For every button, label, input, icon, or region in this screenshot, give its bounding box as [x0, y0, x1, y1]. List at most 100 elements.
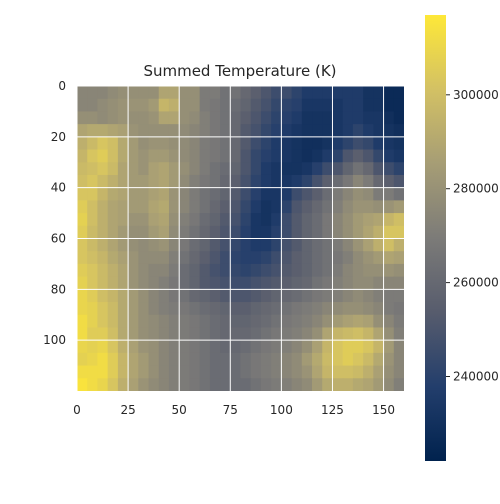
heatmap-cell: [128, 187, 139, 201]
heatmap-cell: [312, 352, 323, 367]
heatmap-cell: [301, 86, 313, 100]
heatmap-cell: [107, 98, 119, 113]
heatmap-cell: [383, 365, 395, 379]
heatmap-cell: [77, 200, 88, 214]
heatmap-cell: [87, 213, 99, 227]
heatmap-cell: [352, 136, 364, 151]
heatmap-cell: [179, 149, 191, 163]
heatmap-cell: [97, 263, 109, 278]
heatmap-cell: [230, 251, 242, 265]
x-tick-label: 50: [172, 403, 187, 417]
heatmap-cell: [189, 225, 201, 240]
heatmap-cell: [189, 174, 201, 189]
heatmap-cell: [168, 289, 180, 303]
heatmap-cell: [138, 251, 150, 265]
heatmap-cell: [291, 98, 303, 113]
heatmap-cell: [117, 136, 129, 151]
heatmap-cell: [250, 213, 262, 227]
heatmap-cell: [271, 187, 282, 201]
heatmap-cell: [383, 340, 395, 354]
heatmap-cell: [383, 149, 395, 163]
heatmap-cell: [301, 149, 313, 163]
heatmap-cell: [97, 251, 109, 265]
heatmap-cell: [77, 187, 88, 201]
heatmap-cell: [158, 200, 170, 214]
heatmap-cell: [179, 86, 191, 100]
heatmap-cell: [209, 98, 221, 113]
heatmap-cell: [179, 124, 191, 138]
heatmap-cell: [342, 162, 354, 176]
heatmap-cell: [271, 365, 282, 379]
heatmap-cell: [240, 340, 252, 354]
heatmap-cell: [168, 162, 180, 176]
heatmap-cell: [138, 200, 150, 214]
heatmap-cell: [128, 327, 139, 341]
heatmap-cell: [281, 124, 293, 138]
heatmap-cell: [291, 187, 303, 201]
heatmap-cell: [138, 225, 150, 240]
heatmap-cell: [281, 162, 293, 176]
heatmap-cell: [322, 251, 334, 265]
heatmap-cell: [77, 314, 88, 329]
heatmap-cell: [209, 162, 221, 176]
heatmap-cell: [250, 327, 262, 341]
heatmap-cell: [260, 111, 272, 125]
heatmap-cell: [220, 238, 231, 252]
x-axis-ticks: 0 25 50 75 100 125 150: [73, 403, 395, 417]
heatmap-cell: [117, 263, 129, 278]
heatmap-cell: [168, 149, 180, 163]
heatmap-cell: [281, 276, 293, 290]
heatmap-cell: [199, 149, 211, 163]
heatmap-cell: [138, 302, 150, 316]
heatmap-cell: [168, 111, 180, 125]
heatmap-cell: [342, 314, 354, 329]
heatmap-cell: [107, 111, 119, 125]
heatmap-cell: [220, 263, 231, 278]
heatmap-cell: [260, 98, 272, 113]
heatmap-cell: [383, 136, 395, 151]
heatmap-cell: [117, 174, 129, 189]
heatmap-cell: [77, 352, 88, 367]
heatmap-cell: [373, 314, 385, 329]
heatmap-cell: [189, 187, 201, 201]
heatmap-cell: [260, 136, 272, 151]
heatmap-cell: [393, 365, 404, 379]
heatmap-cell: [97, 225, 109, 240]
heatmap-cell: [393, 225, 404, 240]
heatmap-cell: [189, 213, 201, 227]
heatmap-cell: [189, 111, 201, 125]
heatmap-cell: [373, 187, 385, 201]
heatmap-cell: [107, 251, 119, 265]
heatmap-cell: [87, 302, 99, 316]
heatmap-cell: [168, 225, 180, 240]
heatmap-cell: [87, 340, 99, 354]
heatmap-cell: [107, 302, 119, 316]
heatmap-cell: [148, 302, 160, 316]
heatmap-cell: [230, 174, 242, 189]
heatmap-cell: [291, 174, 303, 189]
heatmap-cell: [107, 365, 119, 379]
heatmap-cell: [342, 365, 354, 379]
heatmap-cell: [352, 289, 364, 303]
heatmap-cell: [281, 200, 293, 214]
heatmap-cell: [363, 314, 374, 329]
heatmap-cell: [209, 187, 221, 201]
heatmap-cell: [87, 124, 99, 138]
heatmap-cell: [271, 213, 282, 227]
heatmap-cell: [168, 276, 180, 290]
heatmap-cell: [322, 289, 334, 303]
heatmap-cell: [373, 352, 385, 367]
heatmap-cell: [138, 327, 150, 341]
heatmap-cell: [322, 136, 334, 151]
heatmap-cell: [383, 251, 395, 265]
heatmap-cell: [240, 251, 252, 265]
heatmap-cell: [271, 200, 282, 214]
heatmap-cell: [168, 213, 180, 227]
heatmap-cell: [393, 289, 404, 303]
heatmap-cell: [332, 276, 344, 290]
heatmap-cell: [77, 263, 88, 278]
heatmap-cell: [393, 86, 404, 100]
heatmap-cell: [128, 111, 139, 125]
heatmap-cell: [148, 111, 160, 125]
heatmap-cell: [250, 251, 262, 265]
